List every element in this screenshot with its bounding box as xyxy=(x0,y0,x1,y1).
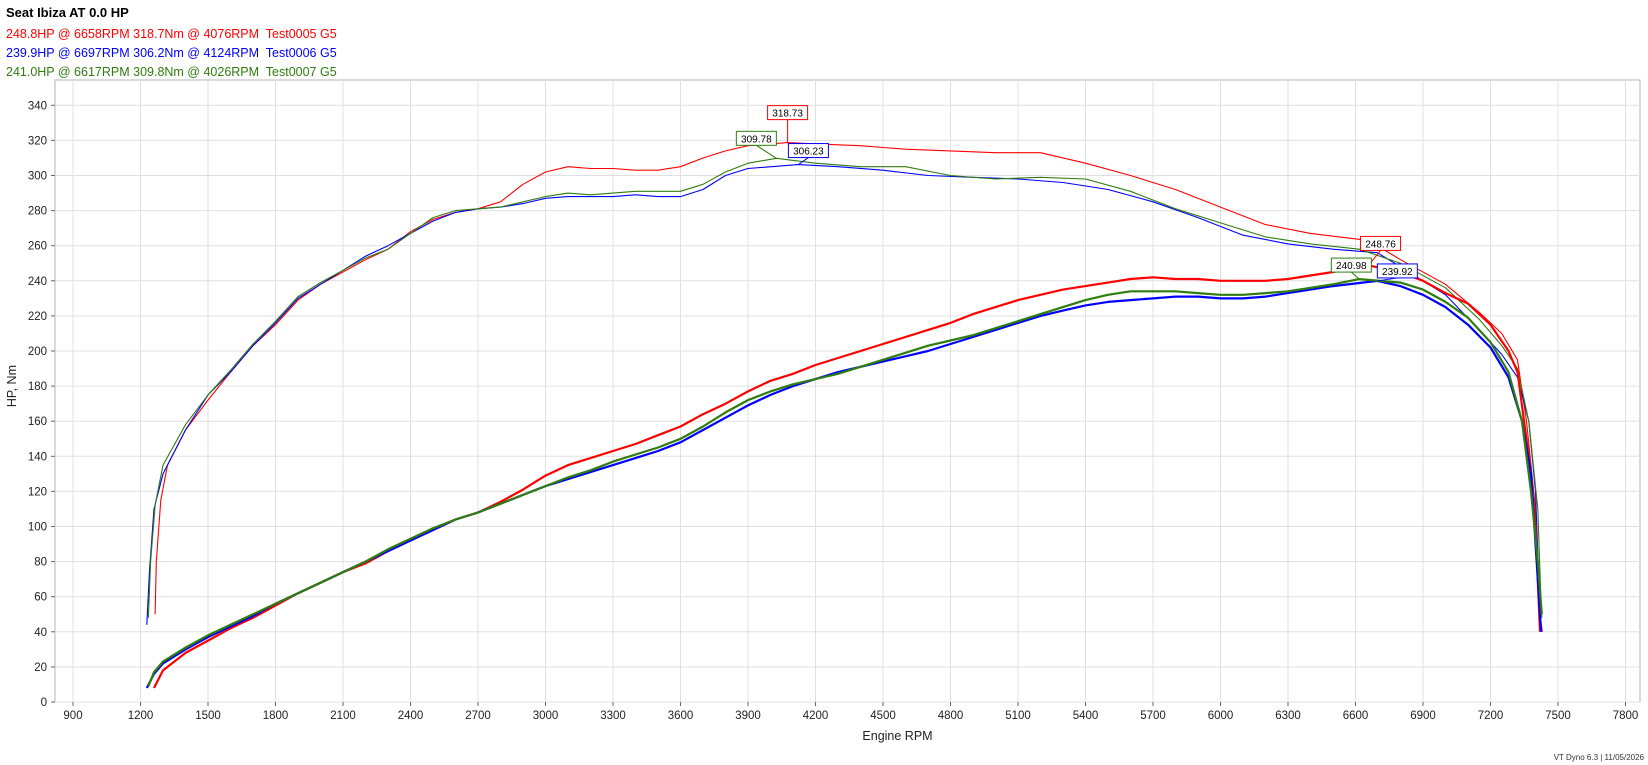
annotation-leader xyxy=(798,157,809,165)
y-tick-label: 0 xyxy=(41,697,47,709)
y-tick-label: 300 xyxy=(28,171,47,183)
y-tick-label: 20 xyxy=(34,662,47,674)
x-tick-label: 7200 xyxy=(1478,710,1504,722)
y-tick-label: 80 xyxy=(34,557,47,569)
y-tick-label: 40 xyxy=(34,627,47,639)
run-summary-test0006: 239.9HP @ 6697RPM 306.2Nm @ 4124RPM Test… xyxy=(6,46,337,60)
x-tick-label: 1200 xyxy=(128,710,154,722)
x-tick-label: 7800 xyxy=(1613,710,1639,722)
y-tick-label: 260 xyxy=(28,241,47,253)
x-tick-label: 6300 xyxy=(1275,710,1301,722)
x-tick-label: 7500 xyxy=(1545,710,1571,722)
y-tick-label: 220 xyxy=(28,311,47,323)
x-tick-label: 4500 xyxy=(870,710,896,722)
y-axis-label: HP, Nm xyxy=(5,365,19,407)
plot-area xyxy=(54,79,1641,703)
x-tick-label: 2100 xyxy=(330,710,356,722)
annotation-label: 239.92 xyxy=(1382,267,1413,278)
x-axis-label: Engine RPM xyxy=(862,729,932,743)
series-line-torque-test0006-g5 xyxy=(146,164,1542,627)
y-tick-label: 240 xyxy=(28,276,47,288)
annotation-box xyxy=(735,130,777,146)
x-tick-label: 6000 xyxy=(1208,710,1234,722)
annotation-box xyxy=(787,143,829,159)
y-tick-label: 140 xyxy=(28,451,47,463)
annotation-label: 248.76 xyxy=(1365,239,1396,250)
x-tick-label: 3300 xyxy=(600,710,626,722)
x-tick-label: 3900 xyxy=(735,710,761,722)
annotation-leader xyxy=(1350,271,1360,280)
y-tick-label: 320 xyxy=(28,135,47,147)
y-tick-label: 200 xyxy=(28,346,47,358)
chart-title: Seat Ibiza AT 0.0 HP xyxy=(6,5,129,20)
annotation-label: 309.78 xyxy=(741,134,772,145)
annotation-leader xyxy=(756,144,777,159)
annotation-box xyxy=(1376,263,1418,279)
x-tick-label: 900 xyxy=(63,710,82,722)
annotation-label: 240.98 xyxy=(1336,261,1367,272)
y-tick-label: 340 xyxy=(28,100,47,112)
x-tick-label: 2400 xyxy=(398,710,424,722)
x-tick-label: 4200 xyxy=(803,710,829,722)
y-tick-label: 120 xyxy=(28,486,47,498)
y-tick-label: 180 xyxy=(28,381,47,393)
x-tick-label: 6900 xyxy=(1410,710,1436,722)
y-tick-label: 280 xyxy=(28,206,47,218)
run-summary-test0007: 241.0HP @ 6617RPM 309.8Nm @ 4026RPM Test… xyxy=(6,65,337,79)
x-tick-label: 6600 xyxy=(1343,710,1369,722)
annotation-box xyxy=(1360,235,1402,251)
annotation-label: 318.73 xyxy=(772,109,803,120)
run-summary-test0005: 248.8HP @ 6658RPM 318.7Nm @ 4076RPM Test… xyxy=(6,27,337,41)
annotation-box xyxy=(767,105,809,121)
x-tick-label: 4800 xyxy=(938,710,964,722)
series-line-torque-test0007-g5 xyxy=(147,157,1543,618)
x-tick-label: 3600 xyxy=(668,710,694,722)
run-legend: 248.8HP @ 6658RPM 318.7Nm @ 4076RPM Test… xyxy=(6,25,337,82)
annotation-label: 306.23 xyxy=(793,147,824,158)
x-tick-label: 1800 xyxy=(263,710,289,722)
series-line-power-test0007-g5 xyxy=(147,278,1543,687)
y-tick-label: 160 xyxy=(28,416,47,428)
x-tick-label: 1500 xyxy=(195,710,221,722)
x-tick-label: 3000 xyxy=(533,710,559,722)
y-tick-label: 100 xyxy=(28,522,47,534)
y-tick-label: 60 xyxy=(34,592,47,604)
annotation-box xyxy=(1330,257,1372,273)
x-tick-label: 5400 xyxy=(1073,710,1099,722)
x-tick-label: 5700 xyxy=(1140,710,1166,722)
x-tick-label: 5100 xyxy=(1005,710,1031,722)
x-tick-label: 2700 xyxy=(465,710,491,722)
software-version: VT Dyno 6.3 | 11/05/2026 xyxy=(1553,753,1644,762)
